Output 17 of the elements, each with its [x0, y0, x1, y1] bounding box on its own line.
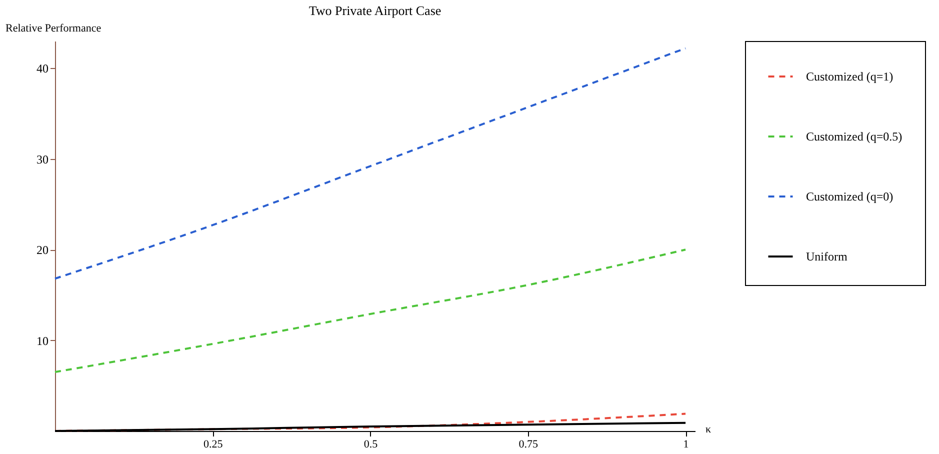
legend-label: Customized (q=0): [806, 190, 894, 204]
y-tick-label: 20: [36, 243, 48, 258]
y-tick-label: 10: [36, 334, 48, 348]
legend-label: Uniform: [806, 250, 848, 264]
legend-label: Customized (q=1): [806, 70, 894, 84]
legend-label: Customized (q=0.5): [806, 130, 902, 144]
y-tick-label: 40: [36, 62, 48, 76]
x-tick-label: 0.5: [364, 438, 378, 450]
x-tick-label: 1: [683, 438, 689, 450]
line-series: [54, 248, 687, 374]
x-tick-label: 0.75: [518, 438, 539, 450]
x-tick-label: 0.25: [204, 438, 224, 450]
line-series: [54, 47, 687, 280]
x-axis-title: κ: [706, 424, 712, 436]
chart-title: Two Private Airport Case: [308, 3, 442, 18]
y-axis-title: Relative Performance: [6, 22, 102, 34]
y-tick-label: 30: [36, 152, 48, 166]
